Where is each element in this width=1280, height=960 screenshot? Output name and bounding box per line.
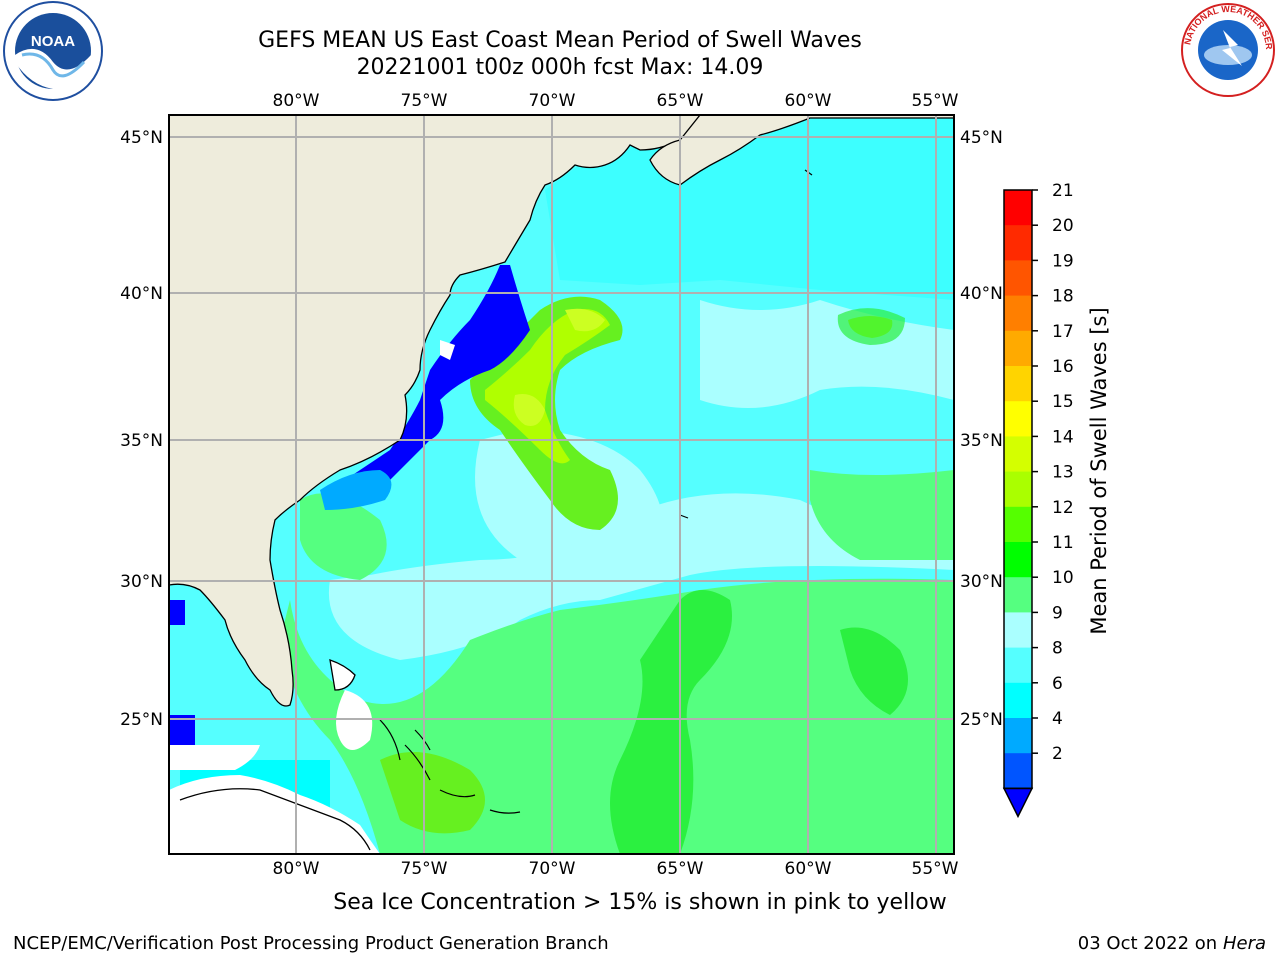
- lat-label: 40°N: [960, 284, 1003, 304]
- lon-label: 70°W: [529, 859, 576, 879]
- chart-subtitle: 20221001 t00z 000h fcst Max: 14.09: [356, 55, 764, 80]
- colorbar-segment: [1004, 471, 1032, 508]
- colorbar-tick-label: 6: [1052, 674, 1063, 694]
- colorbar-tick-label: 13: [1052, 463, 1074, 483]
- lon-labels-top: 80°W 75°W 70°W 65°W 60°W 55°W: [273, 91, 959, 111]
- colorbar-segment: [1004, 612, 1032, 649]
- colorbar-segment: [1004, 542, 1032, 578]
- colorbar-tick-label: 21: [1052, 181, 1074, 201]
- colorbar-segment: [1004, 330, 1032, 367]
- lon-label: 55°W: [912, 91, 959, 111]
- colorbar-extend-arrow: [1002, 787, 1034, 819]
- graticule: [169, 115, 954, 854]
- colorbar-segment: [1004, 366, 1032, 402]
- colorbar-segment: [1004, 718, 1032, 754]
- colorbar-segment: [1004, 753, 1032, 789]
- colorbar-tick-label: 12: [1052, 498, 1074, 518]
- lon-label: 60°W: [785, 859, 832, 879]
- colorbar-tick-label: 17: [1052, 322, 1074, 342]
- colorbar-segment: [1004, 225, 1032, 261]
- lat-label: 40°N: [120, 284, 163, 304]
- lat-labels-right: 45°N 40°N 35°N 30°N 25°N: [960, 128, 1003, 730]
- lon-label: 80°W: [273, 859, 320, 879]
- lon-label: 75°W: [401, 91, 448, 111]
- colorbar-tick-label: 18: [1052, 287, 1074, 307]
- colorbar-segment: [1004, 682, 1032, 719]
- islands: [379, 169, 813, 814]
- colorbar: 21 20 19 18 17 16 15 14 13 12 11 10 9 8 6 4 2: [1002, 181, 1074, 819]
- footer-date-text: 03 Oct 2022 on: [1077, 933, 1223, 954]
- colorbar-tick-label: 10: [1052, 568, 1074, 588]
- land: [169, 115, 954, 854]
- svg-text:NOAA: NOAA: [31, 33, 75, 50]
- colorbar-tick-label: 4: [1052, 709, 1063, 729]
- colorbar-label: Mean Period of Swell Waves [s]: [1087, 307, 1111, 634]
- colorbar-segment: [1004, 506, 1032, 543]
- lat-label: 25°N: [960, 710, 1003, 730]
- colorbar-segment: [1004, 190, 1032, 226]
- chart-title: GEFS MEAN US East Coast Mean Period of S…: [258, 28, 862, 53]
- lat-label: 30°N: [120, 572, 163, 592]
- caption: Sea Ice Concentration > 15% is shown in …: [333, 890, 947, 915]
- footer-host: Hera: [1222, 933, 1266, 954]
- swell-period-field: [169, 115, 954, 854]
- lat-label: 35°N: [960, 431, 1003, 451]
- colorbar-tick-label: 15: [1052, 392, 1074, 412]
- colorbar-segment: [1004, 295, 1032, 332]
- colorbar-tick-label: 14: [1052, 427, 1074, 447]
- footer-date: 03 Oct 2022 on Hera: [1078, 933, 1266, 954]
- colorbar-tick-label: 2: [1052, 744, 1063, 764]
- colorbar-segment: [1004, 401, 1032, 437]
- lat-label: 45°N: [120, 128, 163, 148]
- colorbar-tick-label: 11: [1052, 533, 1074, 553]
- map-frame: [168, 114, 955, 855]
- footer-credit: NCEP/EMC/Verification Post Processing Pr…: [13, 933, 609, 954]
- lon-label: 75°W: [401, 859, 448, 879]
- lon-label: 65°W: [657, 859, 704, 879]
- colorbar-tick-label: 8: [1052, 639, 1063, 659]
- lon-label: 70°W: [529, 91, 576, 111]
- lon-label: 55°W: [912, 859, 959, 879]
- lat-labels-left: 45°N 40°N 35°N 30°N 25°N: [120, 128, 163, 730]
- lat-label: 25°N: [120, 710, 163, 730]
- colorbar-tick-label: 20: [1052, 216, 1074, 236]
- colorbar-segment: [1004, 647, 1032, 684]
- colorbar-segment: [1004, 577, 1032, 613]
- colorbar-tick-label: 9: [1052, 603, 1063, 623]
- colorbar-segment: [1004, 436, 1032, 473]
- colorbar-frame: [1003, 189, 1033, 790]
- lon-label: 80°W: [273, 91, 320, 111]
- lon-label: 60°W: [785, 91, 832, 111]
- nws-logo: NATIONAL WEATHER SERVICE: [1176, 0, 1275, 97]
- lon-label: 65°W: [657, 91, 704, 111]
- lon-labels-bottom: 80°W 75°W 70°W 65°W 60°W 55°W: [273, 859, 959, 879]
- lat-label: 35°N: [120, 431, 163, 451]
- noaa-logo: NOAA: [3, 1, 103, 101]
- colorbar-tick-label: 19: [1052, 251, 1074, 271]
- colorbar-segment: [1004, 260, 1032, 297]
- colorbar-tick-label: 16: [1052, 357, 1074, 377]
- lat-label: 45°N: [960, 128, 1003, 148]
- lat-label: 30°N: [960, 572, 1003, 592]
